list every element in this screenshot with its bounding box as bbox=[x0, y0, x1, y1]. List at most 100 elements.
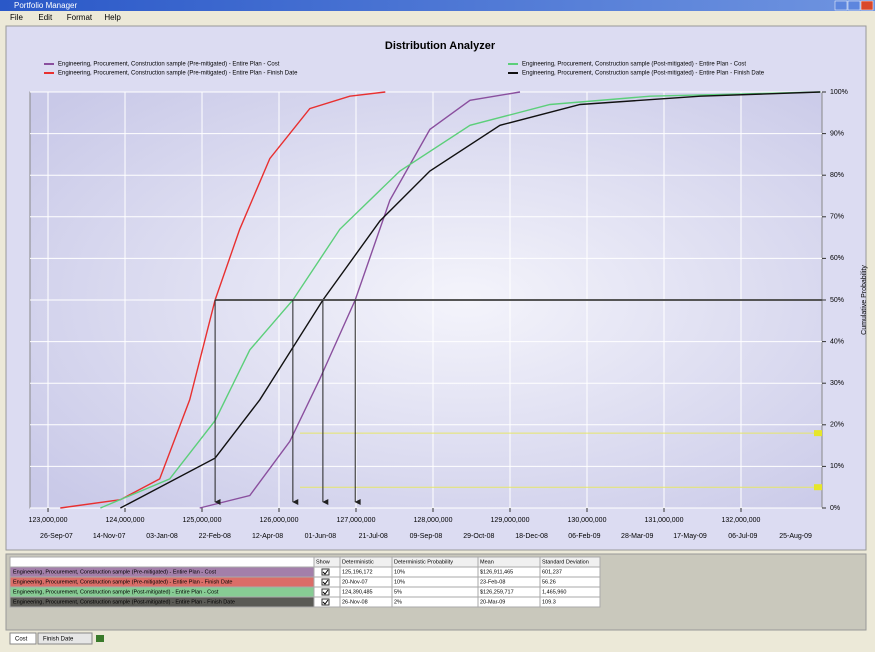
maximize-button[interactable] bbox=[847, 0, 861, 11]
x2-tick-label: 29-Oct-08 bbox=[463, 533, 494, 540]
chart-title: Distribution Analyzer bbox=[385, 40, 496, 52]
y-tick-label: 70% bbox=[830, 214, 844, 221]
x2-tick-label: 06-Feb-09 bbox=[568, 533, 600, 540]
x2-tick-label: 03-Jan-08 bbox=[146, 533, 178, 540]
tab-label: Cost bbox=[15, 637, 28, 643]
legend-label: Engineering, Procurement, Construction s… bbox=[58, 71, 298, 77]
check-mark bbox=[322, 589, 329, 595]
column-header: Deterministic Probability bbox=[394, 559, 453, 565]
table-cell bbox=[391, 586, 479, 598]
cell-value: 56.26 bbox=[542, 579, 556, 585]
x-tick-label: 126,000,000 bbox=[260, 517, 299, 524]
data-table: Show Deterministic Deterministic Probabili… bbox=[5, 553, 867, 631]
x-tick-label: 129,000,000 bbox=[491, 517, 530, 524]
x2-tick-label: 21-Jul-08 bbox=[359, 533, 388, 540]
legend-label: Engineering, Procurement, Construction s… bbox=[58, 62, 280, 68]
row-name: Engineering, Procurement, Construction s… bbox=[13, 569, 216, 575]
check-mark bbox=[322, 599, 329, 605]
x2-tick-label: 18-Dec-08 bbox=[515, 533, 548, 540]
x2-tick-label: 22-Feb-08 bbox=[199, 533, 231, 540]
title-bar bbox=[0, 0, 875, 11]
menu-item[interactable]: File bbox=[10, 13, 23, 22]
menu-item[interactable]: Edit bbox=[38, 13, 53, 22]
cell-value: 26-Nov-08 bbox=[342, 599, 368, 605]
menu-item[interactable]: Format bbox=[67, 13, 93, 22]
cell-value: 20-Mar-09 bbox=[480, 599, 505, 605]
show-checkbox[interactable] bbox=[321, 578, 330, 586]
x2-tick-label: 01-Jun-08 bbox=[305, 533, 337, 540]
legend-label: Engineering, Procurement, Construction s… bbox=[522, 62, 746, 68]
row-name: Engineering, Procurement, Construction s… bbox=[13, 589, 219, 595]
cell-value: 10% bbox=[394, 569, 405, 575]
cell-value: 124,390,485 bbox=[342, 589, 373, 595]
reference-marker bbox=[814, 430, 822, 437]
x-tick-label: 128,000,000 bbox=[414, 517, 453, 524]
y-tick-label: 40% bbox=[830, 338, 844, 345]
x2-tick-label: 28-Mar-09 bbox=[621, 533, 653, 540]
y-tick-label: 100% bbox=[830, 89, 848, 96]
row-name: Engineering, Procurement, Construction s… bbox=[13, 579, 232, 585]
cell-value: 1,465,960 bbox=[542, 589, 566, 595]
y-tick-label: 10% bbox=[830, 463, 844, 470]
cell-value: 20-Nov-07 bbox=[342, 579, 368, 585]
check-mark bbox=[322, 569, 329, 575]
menu-item[interactable]: Help bbox=[104, 13, 121, 22]
cell-value: 601,237 bbox=[542, 569, 562, 575]
name-header bbox=[9, 556, 315, 568]
close-button[interactable] bbox=[860, 0, 874, 11]
legend-label: Engineering, Procurement, Construction s… bbox=[522, 71, 765, 77]
chart: 0% 10% 20% 30% 40% 50% 60% 70% 80% 90% 100% Cumulat… bbox=[29, 62, 868, 540]
x2-tick-label: 09-Sep-08 bbox=[410, 533, 443, 540]
x-tick-label: 132,000,000 bbox=[722, 517, 761, 524]
column-header: Standard Deviation bbox=[542, 559, 589, 565]
cell-value: 23-Feb-08 bbox=[480, 579, 505, 585]
x-tick-label: 131,000,000 bbox=[645, 517, 684, 524]
x-tick-label: 125,000,000 bbox=[183, 517, 222, 524]
menu-bar: File Edit Format Help bbox=[10, 13, 121, 22]
show-checkbox[interactable] bbox=[321, 598, 330, 606]
cell-value: 2% bbox=[394, 599, 402, 605]
series-line bbox=[120, 91, 821, 509]
x-tick-label: 127,000,000 bbox=[337, 517, 376, 524]
cell-value: $126,911,465 bbox=[480, 569, 513, 575]
tab[interactable] bbox=[37, 632, 93, 645]
minimize-button[interactable] bbox=[834, 0, 848, 11]
table-cell bbox=[391, 596, 479, 608]
y-tick-label: 30% bbox=[830, 380, 844, 387]
cell-value: 10% bbox=[394, 579, 405, 585]
series-line bbox=[100, 91, 821, 509]
tab-label: Finish Date bbox=[43, 637, 74, 643]
y-tick-label: 80% bbox=[830, 172, 844, 179]
y-tick-label: 0% bbox=[830, 505, 840, 512]
table-cell bbox=[539, 596, 601, 608]
show-checkbox[interactable] bbox=[321, 568, 330, 576]
x-tick-label: 123,000,000 bbox=[29, 517, 68, 524]
x-tick-label: 124,000,000 bbox=[106, 517, 145, 524]
cell-value: 109.3 bbox=[542, 599, 556, 605]
series-line bbox=[60, 91, 386, 509]
y-tick-label: 60% bbox=[830, 255, 844, 262]
cell-value: 125,196,172 bbox=[342, 569, 373, 575]
column-header: Deterministic bbox=[342, 559, 374, 565]
x2-tick-label: 06-Jul-09 bbox=[728, 533, 757, 540]
x2-tick-label: 25-Aug-09 bbox=[779, 533, 812, 540]
x2-tick-label: 12-Apr-08 bbox=[252, 533, 283, 540]
cell-value: 5% bbox=[394, 589, 402, 595]
tab-strip: Cost Finish Date bbox=[9, 632, 104, 645]
column-header: Mean bbox=[480, 559, 494, 565]
cell-value: $126,259,717 bbox=[480, 589, 514, 595]
x2-tick-label: 14-Nov-07 bbox=[93, 533, 126, 540]
y-tick-label: 50% bbox=[830, 297, 844, 304]
show-checkbox[interactable] bbox=[321, 588, 330, 596]
row-name: Engineering, Procurement, Construction s… bbox=[13, 599, 235, 605]
window-title: Portfolio Manager bbox=[14, 1, 77, 10]
check-mark bbox=[322, 579, 329, 585]
reference-marker bbox=[814, 484, 822, 491]
tab[interactable] bbox=[9, 632, 37, 645]
x2-tick-label: 17-May-09 bbox=[673, 533, 707, 540]
tab-icon[interactable] bbox=[96, 635, 104, 642]
x2-tick-label: 26-Sep-07 bbox=[40, 533, 73, 540]
x-tick-label: 130,000,000 bbox=[568, 517, 607, 524]
y-axis-label: Cumulative Probability bbox=[861, 265, 868, 335]
